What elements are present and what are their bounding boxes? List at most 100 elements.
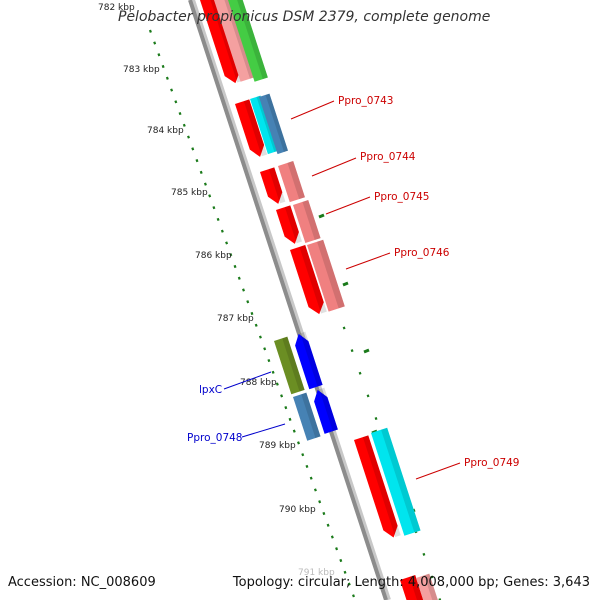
gene-label-leader [311, 157, 357, 177]
gene-label-leader [241, 423, 286, 438]
major-tick [363, 348, 370, 354]
scale-dot [352, 594, 355, 598]
kbp-tick-label: 785 kbp [171, 188, 208, 198]
inner-tick-dot [430, 575, 434, 579]
genome-summary: Topology: circular; Length: 4,008,000 bp… [232, 575, 590, 590]
scale-dot [292, 429, 296, 433]
scale-dot [220, 229, 224, 233]
gene-label-leader [415, 462, 461, 480]
gene-label-leader [325, 196, 371, 215]
gene-label[interactable]: Ppro_0748 [187, 432, 242, 444]
scale-dot [191, 147, 195, 151]
kbp-tick-label: 787 kbp [217, 314, 254, 324]
kbp-tick-label: 782 kbp [98, 3, 135, 13]
gene-bar-ppro0749-cyan [371, 427, 421, 536]
scale-dot [258, 335, 262, 339]
scale-dot [165, 76, 169, 80]
gene-bar-lpxc-olive [274, 336, 305, 395]
scale-dot [326, 523, 330, 527]
scale-dot [216, 217, 220, 222]
scale-dot [288, 417, 292, 421]
inner-tick-dot [422, 552, 426, 556]
major-tick [318, 213, 325, 219]
gene-bar-ppro0745-pink [293, 200, 321, 244]
scale-dot [301, 453, 305, 457]
scale-dot [187, 135, 190, 139]
scale-dot [246, 300, 250, 304]
scale-dot [284, 406, 288, 410]
map-title: Pelobacter propionicus DSM 2379, complet… [118, 9, 491, 25]
scale-dot [335, 547, 339, 551]
scale-dot [203, 182, 207, 186]
scale-dot [267, 358, 271, 363]
kbp-tick-label: 786 kbp [195, 251, 232, 261]
scale-dot [263, 347, 267, 351]
scale-dot [195, 159, 199, 163]
scale-dot [237, 276, 241, 280]
inner-tick-dot [342, 326, 346, 330]
scale-dot [305, 464, 309, 469]
scale-dot [275, 382, 279, 386]
backbone-line [188, 0, 388, 601]
scale-dot [178, 111, 182, 116]
gene-label-leader [290, 100, 335, 120]
accession-text: Accession: NC_008609 [8, 575, 156, 590]
scale-dot [242, 288, 245, 292]
kbp-tick-label: 791 kbp [298, 568, 335, 578]
scale-dot [229, 253, 233, 257]
gene-label-leader [345, 252, 391, 270]
scale-dot [199, 170, 203, 174]
gene-bar-ppro0748-blue [293, 392, 321, 441]
scale-dot [225, 241, 229, 245]
kbp-tick-label: 790 kbp [279, 505, 316, 515]
kbp-tick-label: 784 kbp [147, 126, 184, 136]
gene-arrow-ppro0745 [276, 205, 303, 244]
scale-dot [343, 570, 347, 574]
scale-dot [208, 194, 212, 198]
gene-arrow-ppro0744 [260, 167, 286, 204]
scale-dot [148, 29, 152, 33]
scale-dot [297, 441, 300, 445]
scale-dot [330, 535, 334, 539]
gene-label[interactable]: lpxC [199, 384, 222, 396]
scale-dot [250, 311, 254, 316]
gene-label[interactable]: Ppro_0745 [374, 191, 429, 203]
scale-dot [182, 123, 186, 127]
gene-bar-bottom-pink [416, 573, 439, 605]
gene-bar-ppro0743-blue [259, 93, 289, 155]
gene-label[interactable]: Ppro_0746 [394, 247, 450, 259]
gene-arrow-ppro0743 [235, 99, 268, 157]
major-tick [342, 281, 349, 287]
gene-bar-ppro0746-pink [307, 239, 345, 312]
scale-dot [153, 41, 157, 45]
gene-bar-top-green [228, 0, 268, 82]
gene-label[interactable]: Ppro_0749 [464, 457, 519, 469]
scale-dot [161, 64, 165, 69]
gene-label[interactable]: Ppro_0744 [360, 151, 416, 163]
inner-tick-dot [374, 417, 378, 421]
scale-dot [174, 100, 178, 104]
gene-arrow-lpxc [295, 331, 323, 390]
scale-dot [271, 370, 275, 374]
scale-dot [212, 206, 216, 210]
gene-arrow-ppro0749 [354, 435, 401, 538]
kbp-tick-label: 789 kbp [259, 441, 296, 451]
scale-dot [309, 476, 313, 480]
scale-dot [339, 558, 343, 563]
inner-tick-dot [350, 349, 354, 353]
inner-tick-dot [358, 371, 362, 375]
gene-label[interactable]: Ppro_0743 [338, 95, 393, 107]
scale-dot [170, 88, 174, 92]
scale-dot [157, 53, 161, 57]
scale-dot [347, 582, 351, 586]
gene-bar-ppro0744-pink [278, 161, 305, 203]
gene-label-leader [223, 371, 272, 390]
scale-dot [280, 394, 284, 398]
scale-dot [318, 500, 322, 504]
kbp-tick-label: 788 kbp [240, 378, 277, 388]
kbp-tick-label: 783 kbp [123, 65, 160, 75]
gene-arrow-ppro0748 [314, 387, 338, 434]
inner-tick-dot [366, 394, 370, 398]
